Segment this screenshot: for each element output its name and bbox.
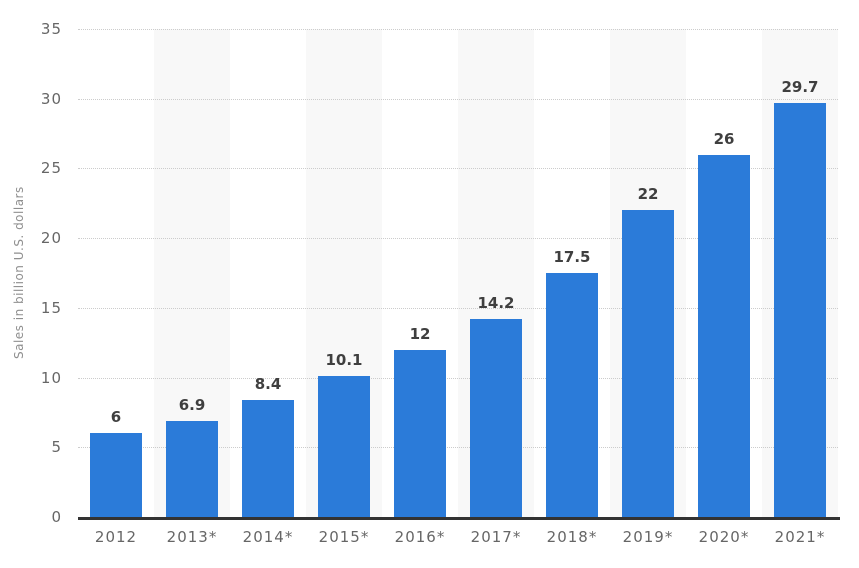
y-axis-tick-label: 5	[51, 438, 62, 457]
x-axis-tick-label: 2012	[94, 528, 138, 546]
x-axis-tick-label: 2015*	[318, 528, 370, 546]
bar-value-label: 14.2	[477, 294, 515, 313]
y-axis-tick-label: 35	[40, 20, 62, 38]
x-axis-tick-label: 2018*	[546, 528, 598, 546]
bar-2020*[interactable]	[698, 154, 750, 517]
gridline	[78, 447, 838, 449]
bar-2015*[interactable]	[318, 376, 370, 517]
bar-2014*[interactable]	[242, 399, 294, 517]
y-axis-tick-label: 0	[51, 508, 62, 526]
y-axis-tick-label: 10	[40, 368, 62, 387]
x-axis-line	[78, 517, 840, 520]
bar-value-label: 17.5	[553, 248, 591, 266]
bar-2017*[interactable]	[470, 319, 522, 517]
y-axis-tick-label: 15	[40, 298, 62, 317]
bar-2012[interactable]	[90, 433, 142, 517]
plot-area: 6 6.9 8.4 10.1 12 14.2 17.5 22 26 29.7	[78, 29, 838, 517]
x-axis-tick-label: 2013*	[166, 528, 218, 546]
bar-value-label: 6	[110, 408, 122, 427]
gridline	[78, 307, 838, 309]
x-axis-tick-label: 2017*	[470, 528, 522, 546]
bar-2019*[interactable]	[622, 210, 674, 517]
y-axis-tick-label: 30	[40, 89, 62, 108]
bar-value-label: 12	[409, 324, 431, 343]
y-axis-tick-label: 25	[40, 159, 62, 178]
x-axis-tick-label: 2014*	[242, 528, 294, 546]
gridline	[78, 29, 838, 30]
bar-value-label: 6.9	[178, 395, 206, 414]
bar-value-label: 22	[637, 185, 659, 204]
gridline	[78, 98, 838, 100]
y-axis-tick-labels: 0 5 10 15 20 25 30 35	[0, 20, 62, 526]
x-axis-tick-label: 2016*	[394, 528, 446, 546]
y-axis-tick-label: 20	[40, 229, 62, 248]
bar-value-label: 10.1	[325, 351, 363, 370]
x-axis-tick-label: 2019*	[622, 528, 674, 546]
bar-value-label: 8.4	[254, 374, 282, 393]
gridline	[78, 168, 838, 170]
bar-2013*[interactable]	[166, 420, 218, 517]
gridline	[78, 238, 838, 240]
bar-value-label: 26	[713, 129, 735, 148]
bar-2018*[interactable]	[546, 273, 598, 517]
bar-value-label: 29.7	[781, 77, 819, 96]
bar-2016*[interactable]	[394, 349, 446, 517]
bar-2021*[interactable]	[774, 102, 826, 517]
x-axis-tick-label: 2020*	[698, 528, 750, 546]
gridline	[78, 377, 838, 379]
x-axis-tick-labels: 2012 2013* 2014* 2015* 2016* 2017* 2018* 2019* 2…	[78, 528, 838, 548]
x-axis-tick-label: 2021*	[774, 528, 826, 546]
